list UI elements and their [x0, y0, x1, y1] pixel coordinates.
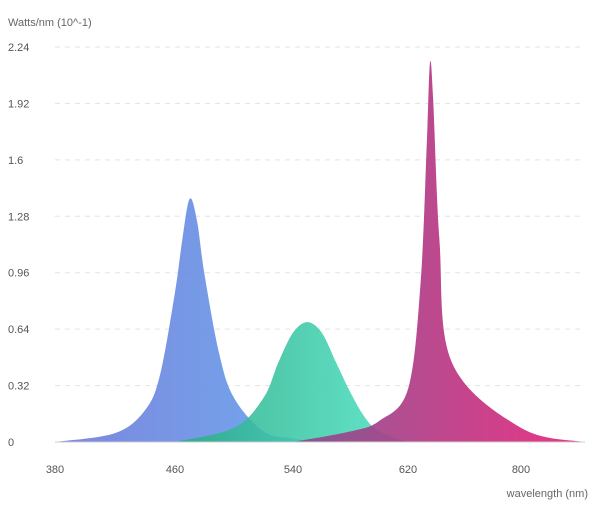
series-layer: [55, 60, 584, 442]
y-axis-title: Watts/nm (10^-1): [8, 17, 92, 29]
x-tick-label: 620: [399, 464, 417, 476]
series-area-green: [175, 322, 408, 442]
y-tick-label: 0: [8, 437, 14, 449]
y-tick-label: 0.64: [8, 324, 29, 336]
y-tick-labels: 0 0.32 0.64 0.96 1.28 1.6 1.92 2.24: [8, 42, 29, 449]
y-tick-label: 1.6: [8, 155, 23, 167]
x-tick-label: 800: [512, 464, 530, 476]
y-tick-label: 1.28: [8, 211, 29, 223]
y-tick-label: 0.96: [8, 268, 29, 280]
x-tick-label: 380: [46, 464, 64, 476]
x-tick-label: 460: [166, 464, 184, 476]
y-tick-label: 2.24: [8, 42, 29, 54]
y-tick-label: 1.92: [8, 98, 29, 110]
gridlines: [55, 46, 585, 387]
x-tick-labels: 380 460 540 620 800: [46, 464, 530, 476]
series-area-blue: [55, 198, 351, 442]
x-axis-title: wavelength (nm): [506, 488, 588, 500]
y-tick-label: 0.32: [8, 381, 29, 393]
series-area-magenta: [293, 60, 584, 442]
x-tick-label: 540: [284, 464, 302, 476]
